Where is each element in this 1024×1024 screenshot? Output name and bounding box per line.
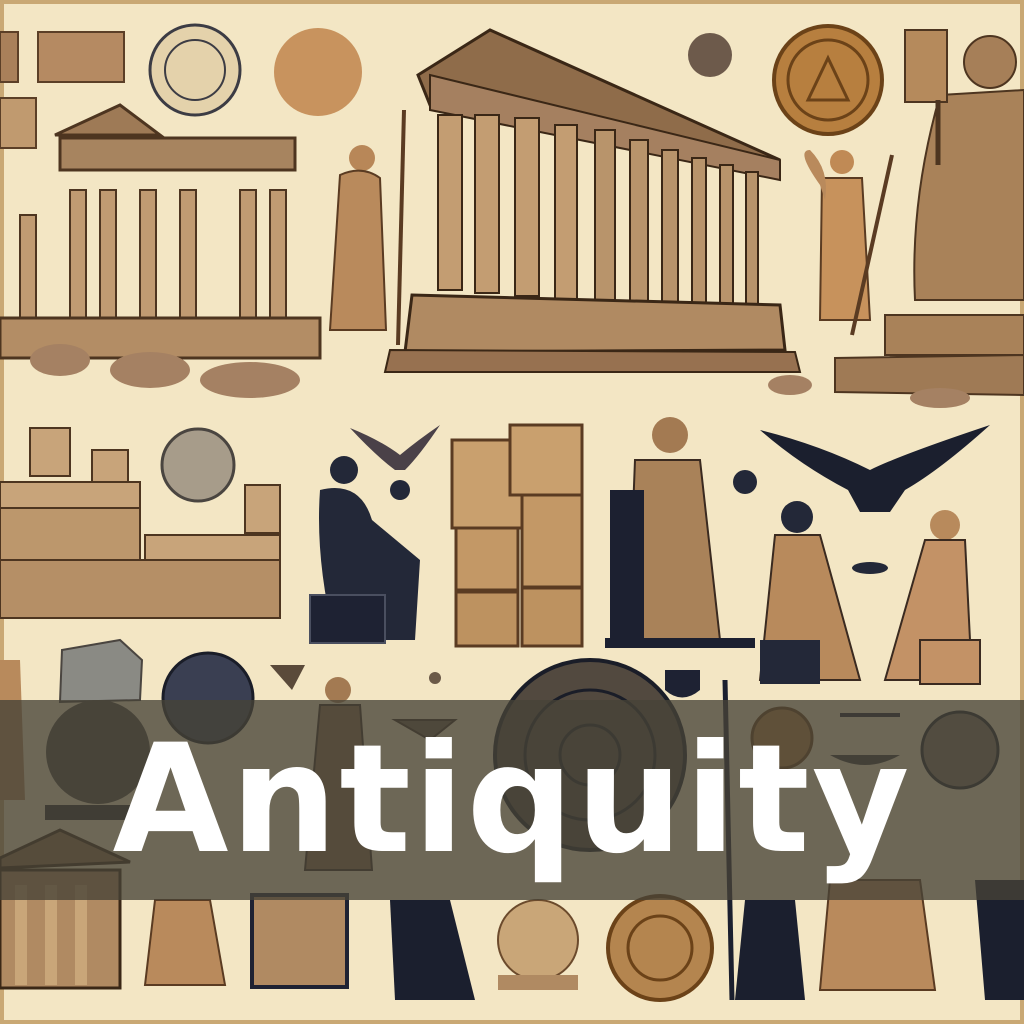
relief-panel-icon xyxy=(250,893,349,989)
robed-silhouette xyxy=(390,900,475,1000)
goddess-figure-illustration xyxy=(328,109,406,346)
rock-fragment-icon xyxy=(58,638,144,704)
kneeling-statue-illustration xyxy=(143,899,227,986)
stone-disc-icon xyxy=(160,427,236,503)
ram-statue-illustration xyxy=(497,899,579,990)
eagle-silhouette-icon xyxy=(760,425,990,512)
winged-figure-illustration xyxy=(804,150,894,336)
philosopher-illustration xyxy=(605,417,757,648)
shield-icon xyxy=(665,670,700,698)
gold-coin-icon xyxy=(772,24,884,136)
sun-sphere-icon xyxy=(274,28,362,116)
medallion-icon xyxy=(148,23,242,117)
seated-woman-illustration xyxy=(309,456,420,644)
greek-temple-illustration xyxy=(383,28,802,373)
staff-bearer-silhouette xyxy=(975,880,1024,1000)
stone-wall-illustration xyxy=(0,427,281,619)
sun-disc-icon xyxy=(606,894,714,1002)
moon-sphere-icon xyxy=(688,33,732,77)
stone-tablets-illustration xyxy=(450,423,584,648)
ruined-temple-illustration xyxy=(0,103,322,398)
ground-rocks xyxy=(768,375,970,408)
seated-figures-illustration xyxy=(758,501,981,685)
page-title: Antiquity xyxy=(112,713,912,887)
title-band xyxy=(0,700,1024,900)
cloaked-silhouette xyxy=(735,900,805,1000)
small-eagle-icon xyxy=(350,425,440,470)
small-tablets-icon xyxy=(0,31,125,149)
seated-god-illustration xyxy=(834,29,1024,397)
